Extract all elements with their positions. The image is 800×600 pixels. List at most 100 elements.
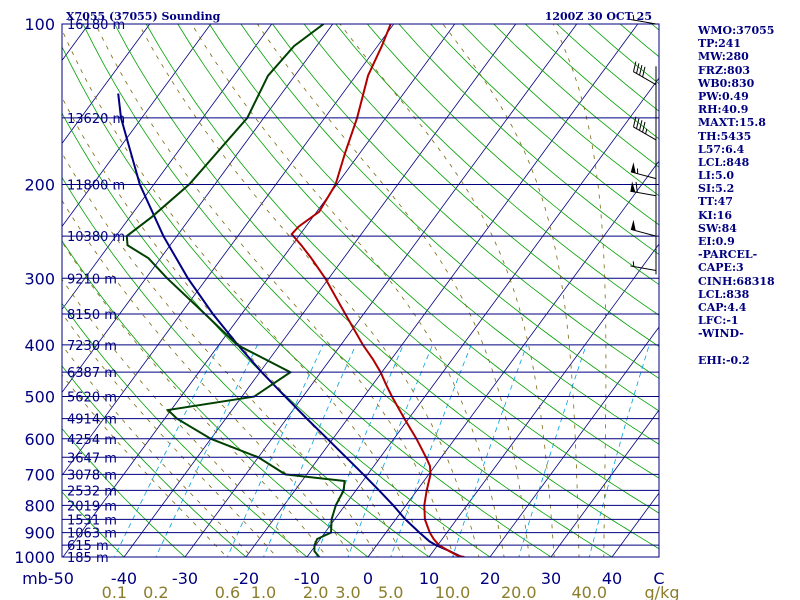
height-label: 9210 m [67,272,117,287]
wind-barb-half-flag [632,14,635,21]
index-line: PW:0.49 [698,89,749,103]
wind-barb-pennant [630,219,636,231]
moist-adiabat [95,24,455,557]
moist-adiabat [62,152,379,557]
moist-adiabat [62,96,404,557]
height-label: 3647 m [67,451,117,466]
wind-barb-full-flag [632,61,637,72]
pressure-tick-label: 400 [24,336,55,355]
wind-barb-shaft [633,126,657,141]
plot-frame [61,23,660,558]
moist-adiabat [442,24,580,557]
temperature-tick-label: 40 [602,569,622,588]
temperature-tick-label: 10 [419,569,439,588]
dry-adiabat [62,302,308,557]
mixing-ratio-line [588,344,650,557]
wind-barb-full-flag [642,121,646,133]
moist-adiabat [62,374,228,557]
index-line: L57:6.4 [698,142,745,156]
pressure-tick-label: 900 [24,524,55,543]
temperature-tick-label: -10 [294,569,320,588]
height-label: 8150 m [67,308,117,323]
height-label: 1531 m [67,513,117,528]
wind-barb-full-flag [639,64,643,76]
height-label: 16180 m [67,18,125,33]
mixing-ratio-line [155,344,258,557]
index-line: EI:0.9 [698,235,735,248]
mixing-ratio-line [518,344,587,557]
index-line: TP:241 [698,37,742,51]
height-label: 4914 m [67,413,117,428]
height-label: 3078 m [67,468,117,483]
wind-barb-full-flag [639,120,643,131]
temperature-trace-line [290,24,465,557]
dry-adiabat [62,365,247,557]
height-label: 7230 m [67,339,117,354]
pressure-tick-label: 300 [24,269,55,288]
isotherm-line [489,326,659,557]
isotherm-line [62,24,456,557]
wind-barb-full-flag [636,63,640,74]
wind-barb-half-flag [632,261,635,267]
height-label: 10380 m [67,230,125,245]
mixing-ratio-label: 20.0 [501,583,537,600]
mixing-ratio-label: 5.0 [378,583,403,600]
isotherm-line [62,24,395,477]
index-line: WMO:37055 [698,24,775,37]
stability-indices-panel: WMO:37055 TP:241 MW:280 FRZ:803 WB0:830 PW:0.… [698,24,800,367]
wind-barb-shaft [630,228,657,237]
dewpoint-trace-line [125,24,346,557]
moist-adiabat [62,241,328,557]
isotherm-line [62,24,273,311]
mixing-ratio-label: 0.1 [102,583,127,600]
wind-barb [630,261,657,271]
index-line: CINH:68318 [698,274,775,288]
wind-barb-shaft [630,171,657,180]
wind-barb-full-flag [635,182,638,193]
index-line: MW:280 [698,50,749,64]
wind-barb [630,162,657,180]
mixing-ratio-label: 40.0 [571,583,607,600]
pressure-tick-label: 500 [24,388,55,407]
mixing-ratio-line [263,344,357,557]
temperature-tick-label: 20 [480,569,500,588]
temperature-tick-label: -30 [172,569,198,588]
mixing-ratio-line [390,344,472,557]
height-label: 11800 m [67,178,125,193]
index-line: CAP:4.4 [698,300,747,314]
height-label: 6387 m [67,366,117,381]
mixing-ratio-label: 0.2 [143,583,168,600]
isotherm-line [184,24,578,557]
pressure-tick-label: 200 [24,175,55,194]
height-label: 1063 m [67,527,117,542]
index-line: -WIND- [698,327,744,341]
index-line: CAPE:3 [698,261,744,275]
index-line: MAXT:15.8 [698,116,766,130]
mixing-ratio-line [315,344,404,557]
chart-valid-time: 1200Z 30 OCT 25 [545,10,652,23]
dry-adiabat [62,46,552,557]
height-label: 5620 m [67,391,117,406]
isotherm-line [550,409,659,557]
pressure-tick-label: 800 [24,496,55,515]
height-label: 4254 m [67,433,117,448]
index-line: SI:5.2 [698,182,735,196]
wind-barbs [630,14,657,275]
moist-adiabat [138,24,480,557]
wind-barb-shaft [630,18,657,25]
moist-adiabat [257,24,530,557]
index-line: EHI:-0.2 [698,353,750,367]
moist-adiabat [62,312,278,557]
index-line: LFC:-1 [698,314,739,328]
chart-title: X7055 (37055) Sounding [66,10,221,23]
height-label: 2532 m [67,484,117,499]
wind-barb [632,61,657,86]
moist-adiabat [191,24,505,557]
mixing-ratio-line [347,344,433,557]
isotherm-line [62,24,151,145]
mixing-ratio-label: g/kg [645,583,680,600]
wind-barb-half-flag [645,128,648,135]
mixing-ratio-label: 2.0 [303,583,328,600]
index-line: LCL:848 [698,155,750,169]
